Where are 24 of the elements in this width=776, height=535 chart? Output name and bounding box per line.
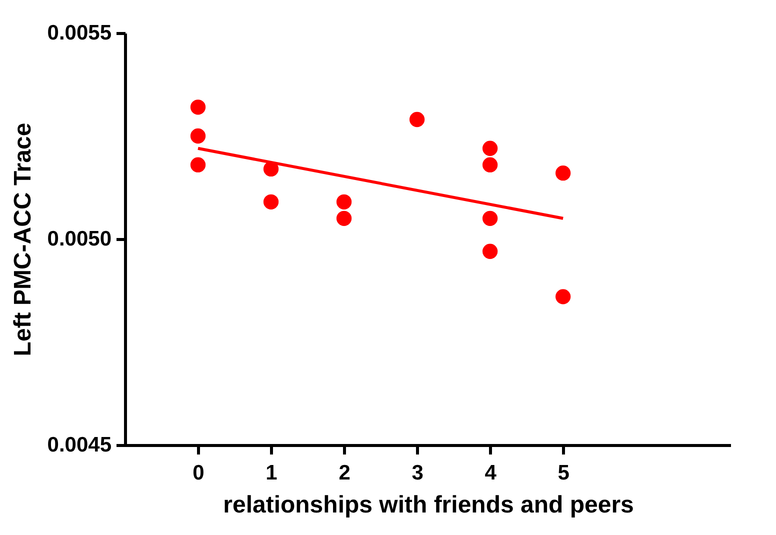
point (190, 100, 206, 115)
point (190, 128, 206, 144)
x-tick-label: 0 (192, 462, 204, 484)
point (482, 210, 498, 226)
y-tick-label: 0.0050 (47, 228, 112, 250)
x-tick-label: 5 (558, 462, 570, 484)
x-tick-label: 2 (338, 462, 350, 484)
point (336, 210, 352, 226)
point (190, 157, 206, 172)
y-tick-label: 0.0055 (47, 22, 112, 44)
point (409, 112, 425, 128)
point (482, 244, 498, 259)
point (336, 194, 352, 210)
point (555, 289, 571, 304)
point (482, 157, 498, 172)
x-tick-label: 4 (484, 462, 497, 484)
point (482, 140, 498, 156)
y-tick-label: 0.0045 (47, 434, 112, 456)
point (263, 194, 279, 210)
x-tick-label: 1 (266, 462, 278, 484)
y-axis-title: Left PMC-ACC Trace (9, 122, 36, 356)
point (555, 166, 571, 181)
x-tick-label: 3 (412, 462, 424, 484)
x-axis-title: relationships with friends and peers (223, 492, 634, 518)
